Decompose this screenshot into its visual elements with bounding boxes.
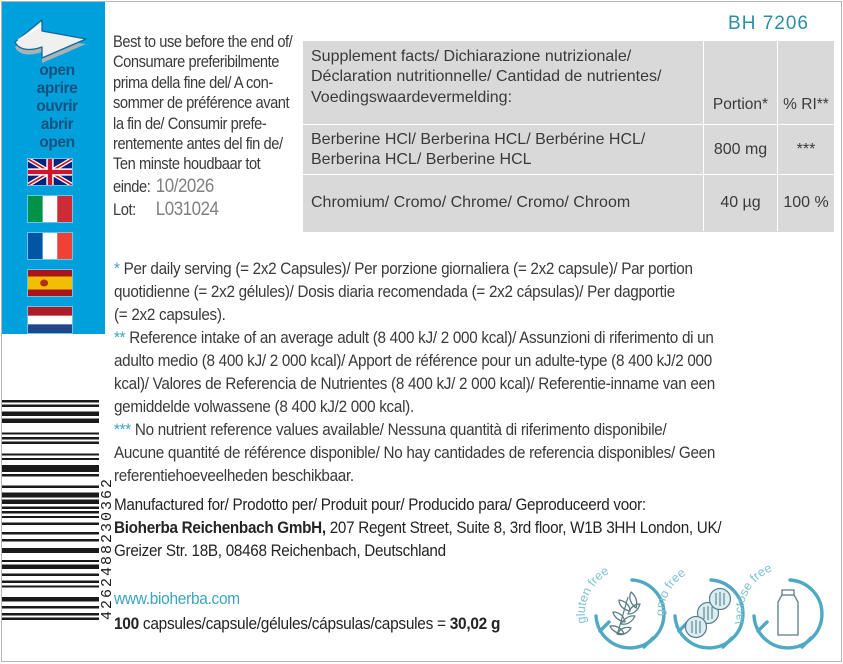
svg-text:gluten free: gluten free	[574, 564, 611, 625]
